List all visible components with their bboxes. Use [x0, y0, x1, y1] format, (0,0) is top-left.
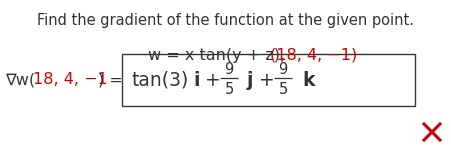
Text: i: i — [193, 71, 199, 89]
Text: j: j — [246, 71, 253, 89]
Text: +: + — [258, 71, 274, 89]
Text: (18, 4, −1): (18, 4, −1) — [269, 48, 356, 63]
Text: 5: 5 — [278, 81, 287, 96]
Text: ) =: ) = — [98, 72, 128, 88]
Bar — [122, 54, 414, 106]
Text: 9: 9 — [278, 63, 287, 77]
Text: Find the gradient of the function at the given point.: Find the gradient of the function at the… — [37, 13, 414, 28]
Text: 5: 5 — [224, 81, 233, 96]
Text: ∇w(: ∇w( — [5, 72, 35, 88]
Text: +: + — [205, 71, 220, 89]
Text: k: k — [301, 71, 314, 89]
Text: 18, 4, −1: 18, 4, −1 — [33, 72, 107, 88]
Text: tan(3): tan(3) — [132, 71, 189, 89]
Text: 9: 9 — [224, 63, 233, 77]
Text: w = x tan(y + z),: w = x tan(y + z), — [147, 48, 285, 63]
